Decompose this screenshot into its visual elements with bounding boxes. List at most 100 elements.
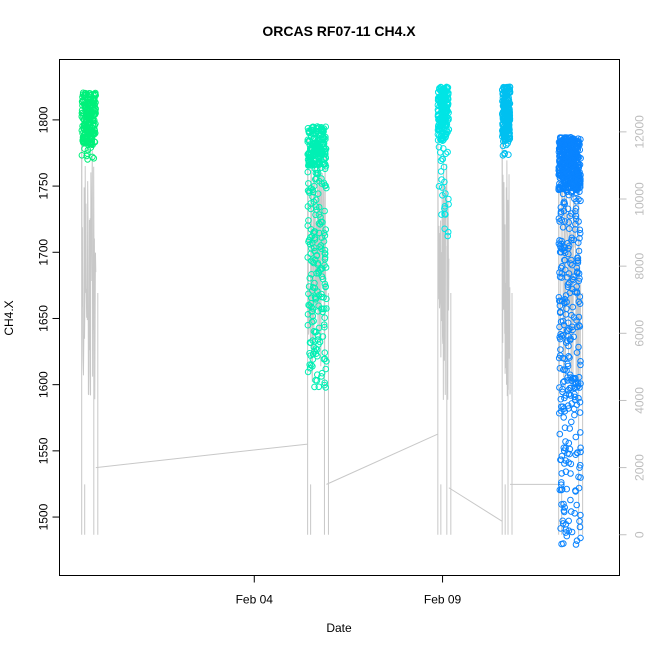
data-point bbox=[556, 365, 564, 372]
data-point bbox=[309, 193, 316, 201]
data-point bbox=[506, 100, 514, 107]
data-point bbox=[311, 383, 318, 391]
data-point bbox=[321, 256, 329, 263]
data-point bbox=[311, 293, 319, 301]
data-point bbox=[561, 295, 569, 303]
data-point bbox=[444, 90, 452, 98]
data-point bbox=[316, 243, 324, 251]
data-point bbox=[558, 479, 565, 486]
data-point bbox=[576, 184, 584, 191]
y-tick-label: 1550 bbox=[37, 437, 51, 464]
data-point bbox=[575, 473, 582, 481]
data-point bbox=[311, 279, 318, 287]
data-point bbox=[560, 540, 567, 547]
data-point bbox=[569, 276, 577, 284]
data-point bbox=[322, 182, 329, 189]
data-point bbox=[572, 147, 580, 155]
data-point bbox=[307, 294, 315, 302]
data-point bbox=[572, 212, 580, 220]
chart-title: ORCAS RF07-11 CH4.X bbox=[262, 23, 416, 39]
data-point bbox=[501, 88, 508, 96]
data-point bbox=[566, 325, 573, 333]
data-point bbox=[311, 148, 319, 156]
data-point bbox=[564, 319, 572, 327]
y2-tick-label: 2000 bbox=[633, 454, 647, 481]
data-point bbox=[565, 170, 572, 177]
data-point bbox=[577, 444, 584, 452]
data-point bbox=[559, 520, 567, 527]
data-point bbox=[560, 299, 568, 306]
data-point bbox=[314, 332, 322, 339]
data-point bbox=[318, 293, 326, 301]
data-point bbox=[317, 213, 324, 221]
data-point bbox=[438, 211, 445, 218]
data-point bbox=[86, 95, 94, 103]
data-point bbox=[562, 438, 569, 445]
data-point bbox=[444, 232, 452, 240]
data-point bbox=[500, 120, 507, 128]
data-point bbox=[568, 528, 576, 536]
data-point bbox=[506, 129, 513, 137]
data-point bbox=[304, 368, 312, 376]
data-point bbox=[79, 93, 86, 101]
data-point bbox=[304, 311, 312, 318]
data-point bbox=[310, 259, 318, 267]
data-point bbox=[444, 228, 452, 236]
data-point bbox=[558, 332, 566, 340]
data-point bbox=[573, 349, 581, 356]
data-point bbox=[577, 534, 584, 542]
data-point bbox=[320, 321, 328, 329]
data-point bbox=[322, 264, 330, 271]
data-point bbox=[503, 125, 510, 133]
data-point bbox=[305, 283, 313, 290]
series-points bbox=[304, 123, 330, 391]
data-point bbox=[309, 159, 317, 167]
data-point bbox=[562, 183, 570, 191]
data-point bbox=[567, 470, 574, 477]
data-point bbox=[576, 384, 583, 391]
x-tick-label: Feb 09 bbox=[424, 593, 462, 607]
y-axis-right: 0 2000 4000 6000 8000 10000 12000 bbox=[619, 115, 647, 538]
data-point bbox=[438, 184, 446, 191]
y2-tick-label: 0 bbox=[633, 531, 647, 538]
series-points bbox=[499, 83, 514, 159]
data-point bbox=[314, 260, 322, 267]
data-point bbox=[440, 145, 447, 152]
data-point bbox=[558, 470, 566, 477]
data-point bbox=[318, 245, 325, 252]
data-point bbox=[320, 229, 328, 237]
y2-tick-label: 6000 bbox=[633, 320, 647, 347]
data-point bbox=[557, 169, 564, 176]
data-point bbox=[323, 305, 330, 312]
data-point bbox=[308, 318, 316, 326]
data-point bbox=[573, 172, 580, 179]
y2-tick-label: 4000 bbox=[633, 387, 647, 414]
data-point bbox=[566, 225, 573, 232]
data-point bbox=[575, 196, 582, 203]
data-point bbox=[571, 384, 578, 392]
data-point bbox=[439, 155, 446, 163]
data-point bbox=[555, 294, 563, 301]
data-point bbox=[559, 331, 567, 339]
data-point bbox=[575, 298, 583, 306]
data-point bbox=[559, 224, 567, 231]
data-point bbox=[84, 130, 92, 138]
data-point bbox=[573, 283, 581, 290]
data-point bbox=[560, 444, 568, 452]
data-point bbox=[561, 244, 569, 252]
data-point bbox=[557, 486, 565, 494]
data-point bbox=[566, 371, 574, 379]
data-point bbox=[568, 311, 575, 319]
data-point bbox=[306, 364, 314, 372]
data-point bbox=[570, 273, 577, 281]
data-point bbox=[564, 283, 572, 291]
data-point bbox=[569, 160, 577, 167]
x-axis-title: Date bbox=[326, 621, 352, 635]
data-point bbox=[321, 349, 329, 357]
data-point bbox=[318, 373, 325, 380]
data-point bbox=[576, 226, 584, 234]
data-point bbox=[565, 353, 572, 360]
data-point bbox=[561, 135, 568, 143]
data-point bbox=[574, 259, 582, 267]
data-point bbox=[577, 361, 584, 369]
